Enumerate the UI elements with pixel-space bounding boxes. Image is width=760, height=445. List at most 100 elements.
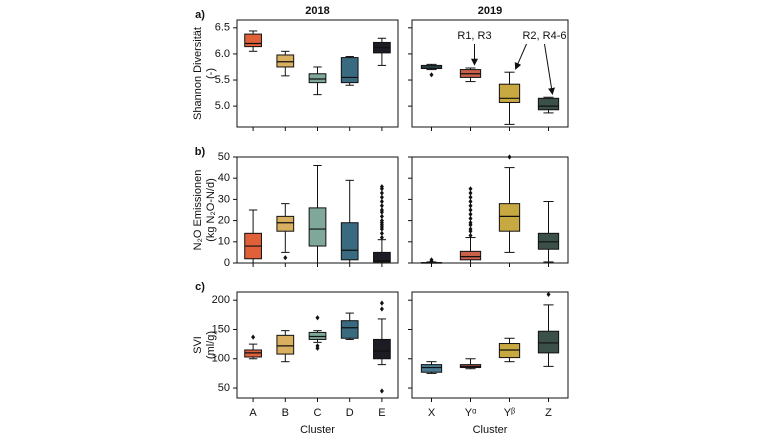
y-tick-label: 30: [218, 193, 230, 205]
x-tick-label: B: [282, 407, 289, 419]
flier: [468, 211, 473, 217]
box-plot: [459, 67, 482, 83]
box-plot: [420, 63, 443, 78]
box: [276, 334, 295, 355]
flier: [468, 215, 473, 222]
flier: [468, 186, 473, 192]
flier: [468, 190, 473, 196]
box: [308, 73, 327, 84]
flier: [468, 232, 473, 239]
box-plot: [420, 257, 443, 264]
flier: [468, 194, 473, 200]
box: [276, 54, 295, 68]
flier: [379, 198, 384, 205]
box-plot: [459, 186, 482, 264]
annotation: R1, R3: [457, 30, 491, 42]
box-plot: [276, 330, 295, 363]
flier: [468, 203, 473, 209]
box-plot: [244, 334, 262, 360]
flier: [379, 184, 384, 190]
panel-label: a): [195, 9, 205, 21]
box-plot: [340, 56, 359, 86]
y-axis-label: (kg N₂O-N/d): [205, 178, 217, 242]
panel-frame: [411, 291, 569, 399]
panel-title: 2018: [305, 5, 329, 17]
flier: [468, 207, 473, 213]
flier: [379, 213, 384, 219]
box-plot: [459, 358, 482, 370]
flier: [379, 300, 384, 306]
y-tick-label: 50: [218, 382, 230, 394]
box-plot: [308, 164, 327, 264]
x-axis-label: Cluster: [473, 424, 508, 436]
flier: [429, 72, 434, 78]
x-tick-label: A: [249, 407, 257, 419]
y-tick-label: 10: [218, 236, 230, 248]
box-plot: [498, 337, 521, 363]
box-plot: [340, 179, 359, 264]
box-plot: [276, 50, 295, 77]
box-plot: [537, 201, 560, 263]
box-plot: [498, 154, 521, 253]
x-tick-label: D: [346, 407, 354, 419]
y-tick-label: 20: [218, 215, 230, 227]
flier: [379, 218, 384, 224]
panel-label: b): [195, 146, 206, 158]
flier: [379, 306, 384, 312]
annotation-arrow: [544, 43, 555, 95]
box: [276, 215, 295, 232]
flier: [379, 203, 384, 209]
y-axis-label: (ml/g): [205, 331, 217, 359]
box: [537, 330, 560, 354]
annotation: R2, R4-6: [522, 30, 566, 42]
y-tick-label: 150: [212, 323, 230, 335]
panel-frame: [411, 156, 569, 264]
flier: [379, 230, 384, 236]
flier: [379, 234, 384, 241]
flier: [468, 226, 473, 232]
x-tick-label: E: [378, 407, 385, 419]
y-tick-label: 5.0: [215, 100, 230, 112]
x-tick-label: Yᵝ: [504, 407, 516, 419]
y-tick-label: 5.5: [215, 74, 230, 86]
x-tick-label: X: [428, 407, 436, 419]
box: [420, 364, 443, 373]
box-plot: [244, 209, 262, 264]
y-tick-label: 0: [224, 257, 230, 269]
y-tick-label: 100: [212, 353, 230, 365]
x-tick-label: Z: [545, 407, 552, 419]
y-tick-label: 6.0: [215, 48, 230, 60]
y-axis-label: (-): [205, 68, 217, 79]
y-tick-label: 6.5: [215, 22, 230, 34]
box-plot: [537, 291, 560, 367]
x-axis-label: Cluster: [300, 424, 335, 436]
box-plot: [308, 66, 327, 96]
flier: [379, 190, 384, 196]
y-axis-label: Shannon Diversität: [192, 27, 204, 120]
box-plot: [308, 315, 327, 351]
box-plot: [244, 30, 262, 52]
flier: [468, 220, 473, 226]
box: [498, 203, 521, 232]
x-tick-label: Yᵅ: [465, 407, 476, 419]
box: [340, 57, 359, 84]
box: [459, 250, 482, 261]
y-tick-label: 40: [218, 172, 230, 184]
annotation-arrow: [514, 43, 527, 70]
panel-label: c): [195, 281, 205, 293]
y-axis-label: SVI: [192, 336, 204, 354]
box: [537, 97, 560, 111]
flier: [468, 198, 473, 205]
box-plot: [498, 71, 521, 125]
y-tick-label: 200: [212, 294, 230, 306]
box-plot: [340, 312, 359, 340]
flier: [283, 255, 288, 261]
box-plot: [373, 37, 391, 66]
flier: [379, 207, 384, 213]
box: [373, 251, 391, 263]
flier: [379, 194, 384, 200]
flier: [546, 291, 551, 297]
box: [244, 33, 262, 48]
box-plot: [420, 361, 443, 374]
